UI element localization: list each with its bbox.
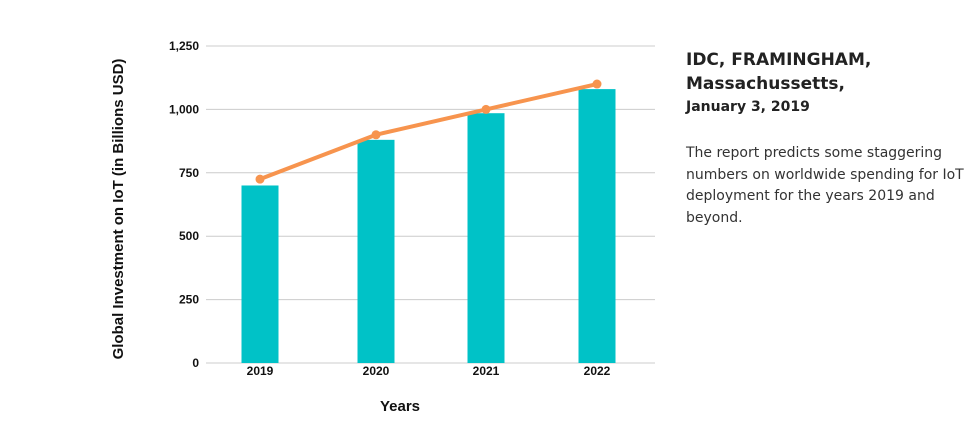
x-tick-labels: 2019 2020 2021 2022	[247, 364, 611, 378]
iot-investment-chart: 0 250 500 750 1,000 1,250 2019 2020 2021 2022 Ye…	[110, 39, 655, 415]
x-tick-label: 2021	[473, 364, 500, 378]
x-axis-title: Years	[380, 398, 420, 415]
trend-point-2020	[371, 130, 381, 140]
bar-2020	[357, 139, 395, 363]
y-tick-label: 500	[179, 229, 199, 243]
y-tick-labels: 0 250 500 750 1,000 1,250	[169, 39, 199, 370]
trend-point-2019	[255, 174, 265, 184]
trend-point-2021	[481, 104, 491, 114]
y-axis-title: Global Investment on IoT (in Billions US…	[110, 59, 127, 360]
trend-line-path	[258, 82, 599, 182]
y-tick-label: 1,000	[169, 102, 199, 116]
report-description: The report predicts some staggering numb…	[686, 145, 964, 226]
bar-2022	[578, 89, 616, 363]
y-tick-label: 1,250	[169, 39, 199, 53]
bars	[241, 89, 616, 363]
x-tick-label: 2020	[363, 364, 390, 378]
report-title-line2: Massachussetts,	[686, 74, 845, 94]
report-title-line1: IDC, FRAMINGHAM,	[686, 50, 872, 70]
trend-point-2022	[592, 79, 602, 89]
x-tick-label: 2022	[584, 364, 611, 378]
trend-line	[255, 79, 602, 184]
report-date: January 3, 2019	[686, 99, 810, 115]
bar-2021	[467, 113, 505, 363]
bar-2019	[241, 185, 279, 363]
report-sidebar: IDC, FRAMINGHAM, Massachussetts, January…	[686, 48, 978, 229]
y-tick-label: 750	[179, 166, 199, 180]
x-tick-label: 2019	[247, 364, 274, 378]
y-tick-label: 250	[179, 293, 199, 307]
y-tick-label: 0	[192, 356, 199, 370]
